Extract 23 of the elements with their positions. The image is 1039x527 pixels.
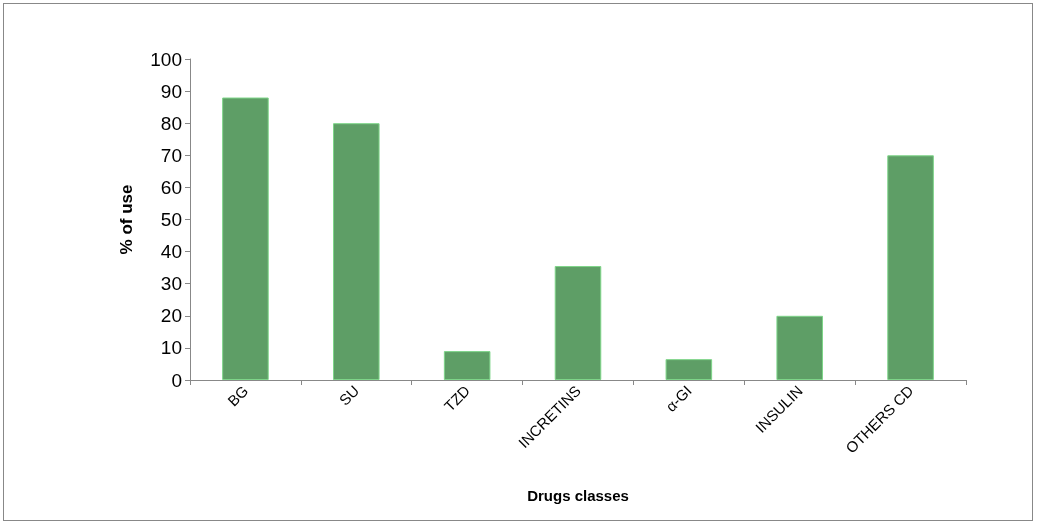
y-tick-label: 70	[160, 144, 182, 166]
bar	[776, 315, 823, 380]
y-tick-label: 10	[160, 337, 182, 359]
y-tick-label: 40	[160, 241, 182, 263]
bar	[887, 155, 934, 380]
bar	[443, 351, 491, 380]
y-tick-label: 60	[160, 176, 182, 198]
y-tick-label: 80	[160, 112, 182, 134]
y-tick-label: 20	[160, 305, 182, 327]
x-tick-label: TZD	[440, 381, 474, 415]
y-tick-label: 100	[150, 48, 182, 70]
y-axis-title: % of use	[117, 184, 136, 255]
x-tick-label: BG	[224, 381, 252, 410]
y-tick-label: 90	[160, 80, 182, 102]
bar	[333, 123, 380, 380]
bar	[222, 97, 269, 380]
y-tick-label: 0	[171, 369, 182, 391]
bar	[554, 266, 602, 380]
bar	[665, 359, 713, 380]
x-axis-title: Drugs classes	[527, 487, 629, 504]
y-tick-label: 50	[160, 209, 182, 230]
y-tick-label: 30	[160, 273, 182, 295]
x-tick-label: SU	[335, 381, 363, 409]
